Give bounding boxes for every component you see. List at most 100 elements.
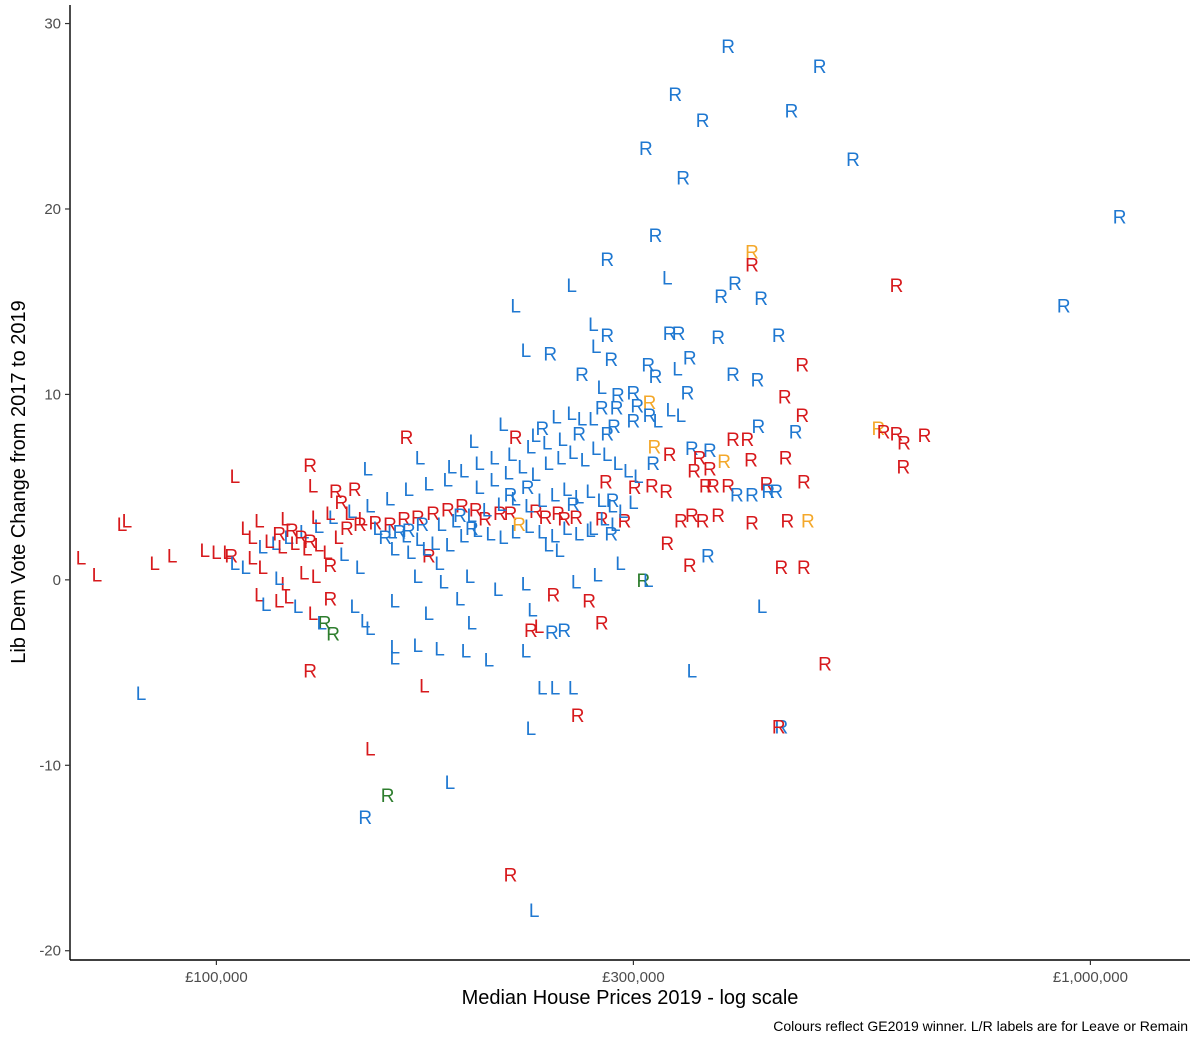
data-point: L [424, 474, 435, 495]
data-point: R [780, 512, 794, 533]
data-point: R [469, 500, 483, 521]
data-point: L [757, 597, 768, 618]
data-point: L [290, 534, 301, 555]
data-point: L [311, 508, 322, 529]
data-point: R [575, 365, 589, 386]
data-point: R [645, 476, 659, 497]
data-point: L [373, 519, 384, 540]
data-point: L [542, 434, 553, 455]
data-point: R [693, 448, 707, 469]
data-point: R [918, 426, 932, 447]
data-point: R [745, 486, 759, 507]
data-point: L [574, 487, 585, 508]
data-point: R [703, 441, 717, 462]
data-point: R [711, 506, 725, 527]
data-point: L [445, 773, 456, 794]
data-point: R [717, 452, 731, 473]
data-point: R [797, 558, 811, 579]
data-point: L [322, 543, 333, 564]
data-point: R [582, 591, 596, 612]
data-point: R [465, 519, 479, 540]
data-point: R [726, 365, 740, 386]
data-point: L [390, 539, 401, 560]
data-point: L [274, 569, 285, 590]
data-point: R [683, 348, 697, 369]
data-point: L [521, 341, 532, 362]
data-point: L [510, 296, 521, 317]
data-point: L [117, 515, 128, 536]
data-point: L [496, 495, 507, 516]
data-point: L [467, 614, 478, 635]
data-point: R [726, 430, 740, 451]
data-point: L [592, 565, 603, 586]
data-point: L [350, 597, 361, 618]
data-point: L [230, 467, 241, 488]
data-point: L [566, 404, 577, 425]
data-point: L [230, 554, 241, 575]
data-point: R [383, 515, 397, 536]
data-point: R [639, 139, 653, 160]
data-point: L [610, 515, 621, 536]
data-point: R [378, 528, 392, 549]
data-point: L [503, 463, 514, 484]
data-point: L [299, 523, 310, 544]
data-point: R [323, 589, 337, 610]
data-point: L [365, 740, 376, 761]
data-point: L [623, 461, 634, 482]
data-point: L [430, 534, 441, 555]
data-point: L [434, 639, 445, 660]
data-point: L [521, 641, 532, 662]
data-point: R [600, 424, 614, 445]
data-point: R [696, 512, 710, 533]
data-point: L [550, 678, 561, 699]
data-point: L [308, 476, 319, 497]
data-point: R [455, 497, 469, 518]
data-point: R [745, 513, 759, 534]
data-point: R [801, 512, 815, 533]
data-point: L [447, 458, 458, 479]
data-point: L [484, 651, 495, 672]
data-point: L [524, 497, 535, 518]
data-point: R [618, 512, 632, 533]
data-point: L [264, 532, 275, 553]
data-point: R [774, 558, 788, 579]
data-point: L [413, 636, 424, 657]
data-point: L [293, 597, 304, 618]
data-point: L [596, 491, 607, 512]
data-point: R [1113, 207, 1127, 228]
data-point: L [302, 539, 313, 560]
data-point: R [571, 706, 585, 727]
data-point: R [877, 423, 891, 444]
x-tick-label: £100,000 [185, 969, 248, 986]
data-point: R [318, 614, 332, 635]
data-point: R [478, 510, 492, 531]
data-point: L [280, 510, 291, 531]
data-point: R [660, 534, 674, 555]
data-point: R [303, 532, 317, 553]
data-point: L [247, 528, 258, 549]
data-point: R [604, 524, 618, 545]
data-point: L [283, 588, 294, 609]
data-point: R [595, 398, 609, 419]
data-point: R [785, 102, 799, 123]
data-point: L [643, 571, 654, 592]
data-point: L [521, 575, 532, 596]
data-point: R [353, 515, 367, 536]
data-point: L [662, 269, 673, 290]
data-point: L [365, 619, 376, 640]
data-point: R [659, 482, 673, 503]
data-point: L [588, 315, 599, 336]
data-point: L [524, 517, 535, 538]
x-tick-label: £1,000,000 [1053, 969, 1128, 986]
data-point: L [455, 589, 466, 610]
data-point: R [504, 504, 518, 525]
data-point: L [390, 638, 401, 659]
data-point: L [424, 604, 435, 625]
data-point: R [761, 482, 775, 503]
data-point: L [406, 543, 417, 564]
data-point: L [537, 523, 548, 544]
data-point: L [602, 445, 613, 466]
data-point: R [453, 506, 467, 527]
data-point: R [545, 623, 559, 644]
data-point: L [283, 528, 294, 549]
